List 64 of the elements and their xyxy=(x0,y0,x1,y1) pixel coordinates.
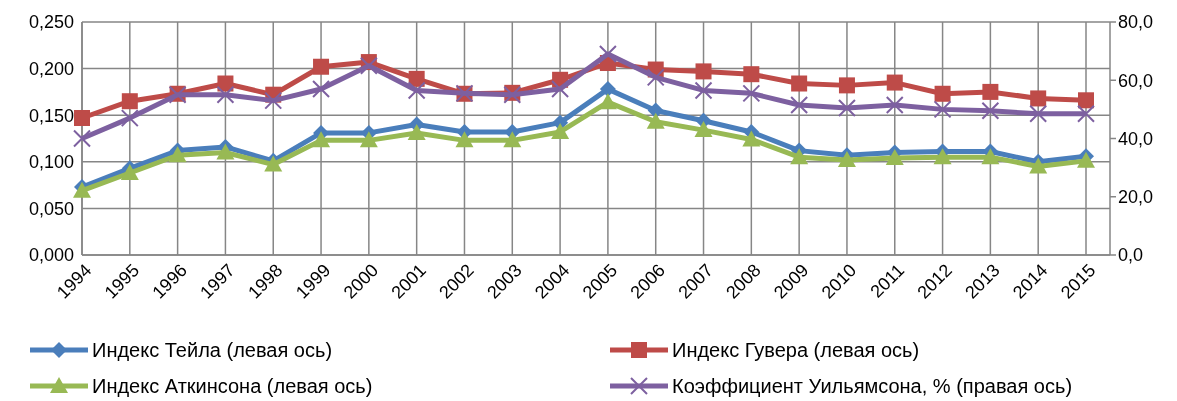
point xyxy=(933,148,952,165)
point xyxy=(837,98,856,117)
point xyxy=(168,146,187,163)
point xyxy=(1077,104,1095,123)
point xyxy=(933,100,952,119)
point xyxy=(886,74,903,91)
point xyxy=(359,56,378,75)
point xyxy=(981,148,1000,165)
point xyxy=(216,143,235,160)
point xyxy=(742,130,761,147)
point xyxy=(407,81,426,100)
point xyxy=(312,79,331,98)
point xyxy=(885,149,904,166)
point xyxy=(885,96,904,115)
point xyxy=(216,85,235,104)
point xyxy=(120,109,139,128)
point xyxy=(312,131,331,148)
point xyxy=(791,75,808,92)
y2-tick-label: 60,0 xyxy=(1118,70,1154,91)
legend-label: Индекс Аткинсона (левая ось) xyxy=(92,375,373,397)
point xyxy=(551,122,570,139)
y-tick-label: 0,050 xyxy=(28,198,74,219)
point xyxy=(313,58,330,75)
point xyxy=(599,81,616,98)
legend-label: Коэффициент Уильямсона, % (правая ось) xyxy=(672,375,1073,397)
point xyxy=(74,110,90,126)
point xyxy=(646,68,665,87)
point xyxy=(743,66,760,83)
point xyxy=(790,96,809,115)
point xyxy=(551,79,570,98)
point xyxy=(934,85,951,102)
point xyxy=(407,123,426,140)
y2-tick-label: 0,0 xyxy=(1118,245,1144,266)
y2-tick-label: 40,0 xyxy=(1118,128,1154,149)
point xyxy=(264,91,283,110)
point xyxy=(982,83,999,100)
point xyxy=(73,129,91,148)
point xyxy=(695,63,712,80)
y-tick-label: 0,200 xyxy=(28,58,74,79)
legend-label: Индекс Гувера (левая ось) xyxy=(672,339,920,361)
point xyxy=(646,112,665,129)
y-tick-label: 0,000 xyxy=(28,245,74,266)
point xyxy=(981,101,1000,120)
point xyxy=(121,93,138,110)
point xyxy=(503,131,522,148)
legend-label: Индекс Тейла (левая ось) xyxy=(92,339,333,361)
point xyxy=(1029,104,1048,123)
point xyxy=(1029,157,1048,174)
point xyxy=(1078,92,1094,109)
point xyxy=(1030,90,1047,107)
point xyxy=(694,121,713,138)
y2-tick-label: 20,0 xyxy=(1118,187,1154,208)
point xyxy=(359,131,378,148)
point xyxy=(598,45,617,64)
y-tick-label: 0,150 xyxy=(28,105,74,126)
y2-tick-label: 80,0 xyxy=(1118,12,1154,33)
point xyxy=(455,131,474,148)
point xyxy=(742,84,761,103)
y-tick-label: 0,100 xyxy=(28,152,74,173)
point xyxy=(838,77,855,94)
point xyxy=(790,148,809,165)
y-tick-label: 0,250 xyxy=(28,12,74,33)
point xyxy=(694,81,713,100)
point xyxy=(598,93,617,110)
